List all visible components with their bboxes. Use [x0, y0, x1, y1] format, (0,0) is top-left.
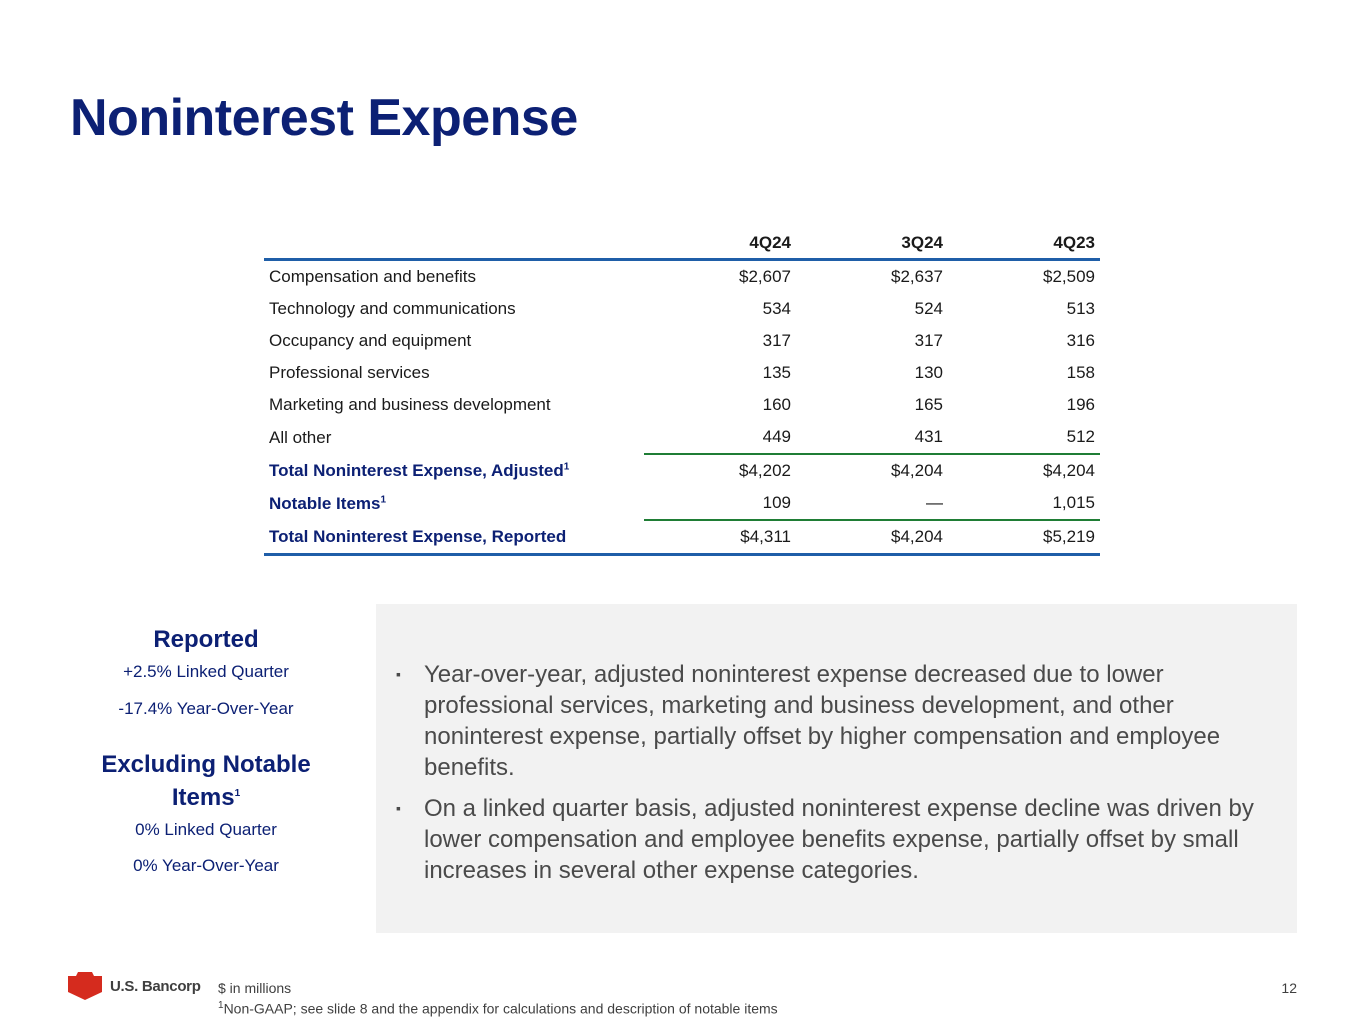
footnote-marker: 1 [234, 788, 241, 799]
excluding-notable-heading-text: Excluding Notable Items [101, 751, 311, 811]
cell-value: $4,204 [796, 519, 948, 556]
excluding-year-over-year: 0% Year-Over-Year [133, 856, 279, 875]
table-row: Occupancy and equipment 317 317 316 [264, 325, 1100, 357]
cell-value: 130 [914, 363, 943, 382]
footnote-marker: 1 [563, 460, 570, 472]
commentary-list: ▪ Year-over-year, adjusted noninterest e… [396, 659, 1276, 896]
expense-table: 4Q24 3Q24 4Q23 Compensation and benefits… [264, 228, 1100, 556]
footnote-nongaap-text: Non-GAAP; see slide 8 and the appendix f… [223, 1000, 778, 1017]
cell-value: 449 [762, 427, 791, 446]
row-label-text: Total Noninterest Expense, Adjusted [269, 460, 564, 480]
cell-value: $4,204 [796, 453, 948, 487]
row-label: Occupancy and equipment [269, 331, 472, 350]
growth-summary-panel: Reported +2.5% Linked Quarter -17.4% Yea… [72, 625, 340, 884]
cell-value: 160 [762, 395, 791, 414]
excluding-notable-heading: Excluding Notable Items1 [72, 750, 340, 812]
cell-value: $2,637 [891, 267, 943, 286]
footnote-nongaap: 1Non-GAAP; see slide 8 and the appendix … [218, 997, 778, 1018]
reported-year-over-year: -17.4% Year-Over-Year [118, 699, 294, 718]
table-row: Technology and communications 534 524 51… [264, 293, 1100, 325]
page-title: Noninterest Expense [70, 89, 578, 147]
row-label: Professional services [269, 363, 430, 382]
cell-value: 109 [762, 493, 791, 512]
footnotes: $ in millions 1Non-GAAP; see slide 8 and… [218, 980, 778, 1018]
usbank-shield-icon [68, 972, 102, 1000]
cell-value: 317 [914, 331, 943, 350]
cell-value: $5,219 [948, 519, 1100, 556]
excluding-linked-quarter: 0% Linked Quarter [135, 820, 277, 839]
cell-value: $2,509 [1043, 267, 1095, 286]
page-number: 12 [1281, 980, 1297, 996]
footnote-marker: 1 [218, 1000, 224, 1011]
bullet-text: Year-over-year, adjusted noninterest exp… [424, 661, 1221, 781]
cell-value: 135 [762, 363, 791, 382]
row-label-text: Notable Items [269, 493, 381, 513]
cell-value: 1,015 [1052, 493, 1095, 512]
cell-value: 317 [762, 331, 791, 350]
table-header-row: 4Q24 3Q24 4Q23 [264, 228, 1100, 261]
square-bullet-icon: ▪ [396, 666, 401, 682]
bullet-text: On a linked quarter basis, adjusted noni… [424, 795, 1254, 884]
brand-name: U.S. Bancorp [110, 977, 201, 995]
row-label: All other [269, 427, 332, 447]
list-item: ▪ On a linked quarter basis, adjusted no… [396, 793, 1276, 886]
reported-linked-quarter: +2.5% Linked Quarter [123, 662, 289, 681]
cell-value: $4,202 [644, 453, 796, 487]
cell-value: $4,311 [644, 519, 796, 556]
square-bullet-icon: ▪ [396, 800, 401, 816]
cell-value: — [926, 493, 943, 512]
cell-value: $2,607 [739, 267, 791, 286]
table-row-total-adjusted: Total Noninterest Expense, Adjusted1 $4,… [264, 453, 1100, 487]
cell-value: 524 [914, 299, 943, 318]
row-label: Total Noninterest Expense, Reported [264, 520, 644, 556]
cell-value: 534 [762, 299, 791, 318]
row-label-total-adjusted: Total Noninterest Expense, Adjusted1 [264, 454, 644, 487]
table-row-total-reported: Total Noninterest Expense, Reported $4,3… [264, 519, 1100, 556]
table-row: Professional services 135 130 158 [264, 357, 1100, 389]
cell-value: 158 [1066, 363, 1095, 382]
row-label: Marketing and business development [269, 395, 551, 414]
cell-value: 316 [1066, 331, 1095, 350]
header-col-3q24: 3Q24 [796, 228, 948, 261]
reported-heading: Reported [153, 626, 259, 653]
cell-value: 165 [914, 395, 943, 414]
commentary-box: ▪ Year-over-year, adjusted noninterest e… [376, 604, 1297, 933]
header-blank [264, 228, 644, 261]
table-row: Compensation and benefits $2,607 $2,637 … [264, 260, 1100, 294]
cell-value: 431 [914, 427, 943, 446]
row-label: Technology and communications [269, 299, 516, 318]
row-label-notable-items: Notable Items1 [264, 487, 644, 520]
list-item: ▪ Year-over-year, adjusted noninterest e… [396, 659, 1276, 783]
cell-value: 513 [1066, 299, 1095, 318]
cell-value: 512 [1066, 427, 1095, 446]
spacer [72, 728, 340, 750]
footnote-marker: 1 [380, 493, 387, 505]
cell-value: 196 [1066, 395, 1095, 414]
cell-value: $4,204 [948, 453, 1100, 487]
header-col-4q24: 4Q24 [644, 228, 796, 261]
header-col-4q23: 4Q23 [948, 228, 1100, 261]
table-row: All other 449 431 512 [264, 421, 1100, 454]
row-label: Compensation and benefits [269, 267, 476, 286]
company-logo: U.S. Bancorp [68, 972, 201, 1000]
footnote-units: $ in millions [218, 980, 292, 996]
table-row: Marketing and business development 160 1… [264, 389, 1100, 421]
table-row-notable-items: Notable Items1 109 — 1,015 [264, 487, 1100, 520]
